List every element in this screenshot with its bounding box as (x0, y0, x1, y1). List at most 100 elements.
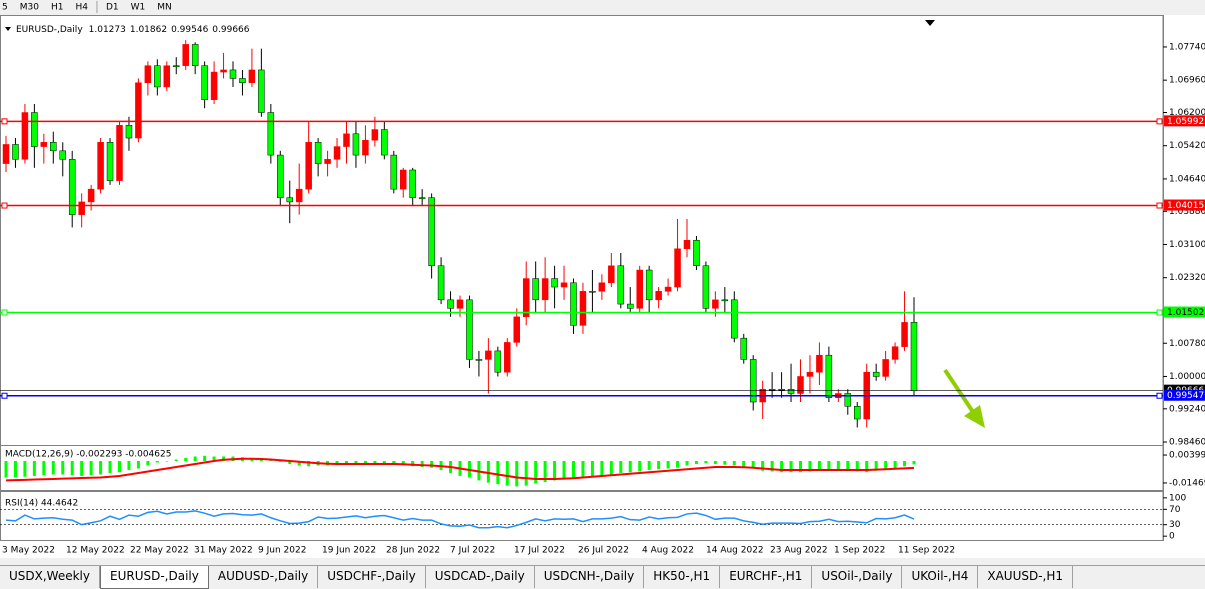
candle-body (768, 388, 776, 391)
candle-body (305, 142, 312, 190)
candle-body (787, 388, 795, 394)
symbol-tab[interactable]: USDCAD-,Daily (426, 566, 535, 588)
candle-body (797, 376, 804, 394)
timeframe-button[interactable]: D1 (106, 3, 119, 13)
y-tick-label: -0.01469 (1169, 478, 1205, 488)
candle-body (135, 82, 142, 139)
symbol-tab[interactable]: USDX,Weekly (0, 566, 100, 588)
macd-bar (884, 461, 888, 470)
rsi-line (5, 510, 915, 529)
level-label: 1.05992 (1167, 117, 1204, 127)
candle-body (645, 269, 653, 301)
candle-body (220, 69, 227, 73)
macd-signal (5, 457, 915, 482)
macd-bar (203, 455, 207, 462)
y-tick-label: 70 (1169, 505, 1181, 515)
symbol-tab[interactable]: EURCHF-,H1 (720, 566, 813, 588)
symbol-tab[interactable]: XAUUSD-,H1 (978, 566, 1074, 588)
candle-body (664, 286, 672, 292)
macd-bar (108, 461, 112, 473)
candle-body (248, 69, 256, 83)
candle-body (522, 278, 530, 318)
symbol-tab[interactable]: AUDUSD-,Daily (209, 566, 319, 588)
macd-bar (581, 461, 585, 477)
level-handle (1, 309, 8, 316)
candle-body (636, 269, 643, 309)
level-label: 1.04015 (1167, 201, 1204, 211)
macd-bar (146, 461, 150, 466)
macd-bar (534, 461, 538, 484)
timeframe-button[interactable]: W1 (131, 3, 146, 13)
macd-bar (619, 461, 623, 473)
candle-body (494, 350, 502, 373)
symbol-tab[interactable]: USOil-,Daily (812, 566, 903, 588)
x-tick-label: 3 May 2022 (2, 546, 55, 556)
level-handle (1156, 202, 1163, 209)
macd-bar (486, 461, 490, 483)
symbol-tab[interactable]: EURUSD-,Daily (100, 566, 209, 589)
y-tick-label: 1.05420 (1169, 141, 1205, 151)
macd-bar (836, 461, 840, 471)
timeframe-button[interactable]: MN (157, 3, 172, 13)
toolbar (0, 0, 1205, 14)
candle-body (314, 142, 322, 164)
open: 1.01273 (89, 25, 126, 35)
candle-body (825, 354, 833, 398)
candle-body (125, 125, 133, 139)
candle-body (12, 144, 19, 160)
candle-body (693, 239, 700, 267)
candle-body (627, 303, 634, 309)
macd-bar (770, 461, 774, 472)
y-tick-label: 1.00000 (1169, 372, 1205, 382)
macd-bar (212, 456, 216, 462)
symbol-tab[interactable]: USDCNH-,Daily (535, 566, 645, 588)
symbol-tab[interactable]: UKOil-,H4 (902, 566, 979, 588)
macd-bar (893, 461, 897, 469)
candle-body (901, 322, 908, 347)
timeframe-button[interactable]: H4 (75, 3, 88, 13)
candle-body (778, 388, 785, 391)
macd-bar (51, 461, 55, 475)
timeframe-button[interactable]: H1 (51, 3, 64, 13)
symbol-tabs: USDX,Weekly EURUSD-,Daily AUDUSD-,Daily USD… (0, 565, 1205, 589)
candle-body (570, 282, 577, 326)
candle-body (447, 299, 454, 309)
timeframe-button[interactable]: M30 (20, 3, 39, 13)
macd-bar (184, 458, 188, 462)
candle-body (229, 69, 237, 79)
candle-body (163, 65, 171, 88)
symbol-tab[interactable]: HK50-,H1 (644, 566, 721, 588)
macd-bar (23, 461, 27, 477)
level-handle (1156, 309, 1163, 316)
timeframe-button[interactable]: 5 (2, 3, 8, 13)
symbol-tab[interactable]: USDCHF-,Daily (318, 566, 426, 588)
candle-body (712, 299, 719, 309)
macd-bar (345, 461, 348, 465)
candle-body (78, 201, 85, 215)
macd-bar (685, 461, 689, 466)
macd-bar (874, 461, 878, 471)
level-label: 0.99547 (1167, 391, 1204, 401)
candle-body (674, 248, 681, 288)
macd-bar (505, 461, 509, 486)
macd-bar (562, 461, 566, 479)
candle-body (362, 139, 369, 156)
candle-body (740, 337, 747, 360)
candle-body (191, 44, 199, 66)
y-tick-label: 1.06200 (1169, 108, 1205, 118)
x-tick-label: 28 Jun 2022 (386, 546, 440, 556)
candle-body (844, 393, 852, 407)
macd-bar (420, 461, 424, 467)
y-tick-label: 0.99240 (1169, 404, 1205, 414)
chart-header: EURUSD-,Daily 1.01273 1.01862 0.99546 0.9966… (16, 25, 250, 35)
macd-bar (136, 461, 140, 469)
candle-body (106, 142, 114, 181)
level-handle (1156, 392, 1163, 399)
macd-bar (70, 461, 74, 476)
candle-body (371, 129, 379, 141)
header-icon (5, 27, 11, 31)
macd-bar (590, 461, 594, 476)
candle-body (390, 154, 398, 190)
indicator-label: RSI(14) 44.4642 (5, 499, 78, 509)
level-label-box (1164, 199, 1205, 211)
